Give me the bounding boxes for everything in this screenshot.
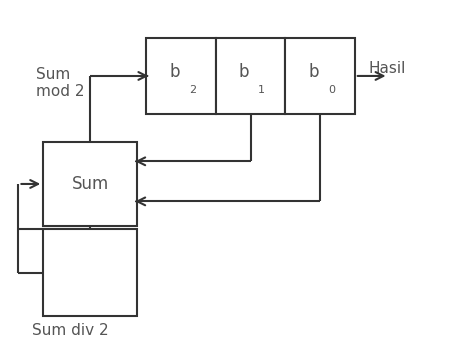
Text: Hasil: Hasil	[368, 62, 405, 76]
Text: b: b	[238, 63, 249, 81]
Bar	[285, 38, 355, 114]
Bar	[146, 38, 216, 114]
Text: Sum: Sum	[72, 175, 109, 193]
Bar	[43, 142, 137, 226]
Bar	[43, 229, 137, 316]
Text: Sum
mod 2: Sum mod 2	[36, 67, 85, 99]
Text: 1: 1	[258, 85, 265, 95]
Bar	[216, 38, 285, 114]
Text: Sum div 2: Sum div 2	[32, 323, 109, 338]
Text: b: b	[308, 63, 319, 81]
Text: 0: 0	[328, 85, 335, 95]
Text: b: b	[169, 63, 180, 81]
Text: 2: 2	[189, 85, 196, 95]
